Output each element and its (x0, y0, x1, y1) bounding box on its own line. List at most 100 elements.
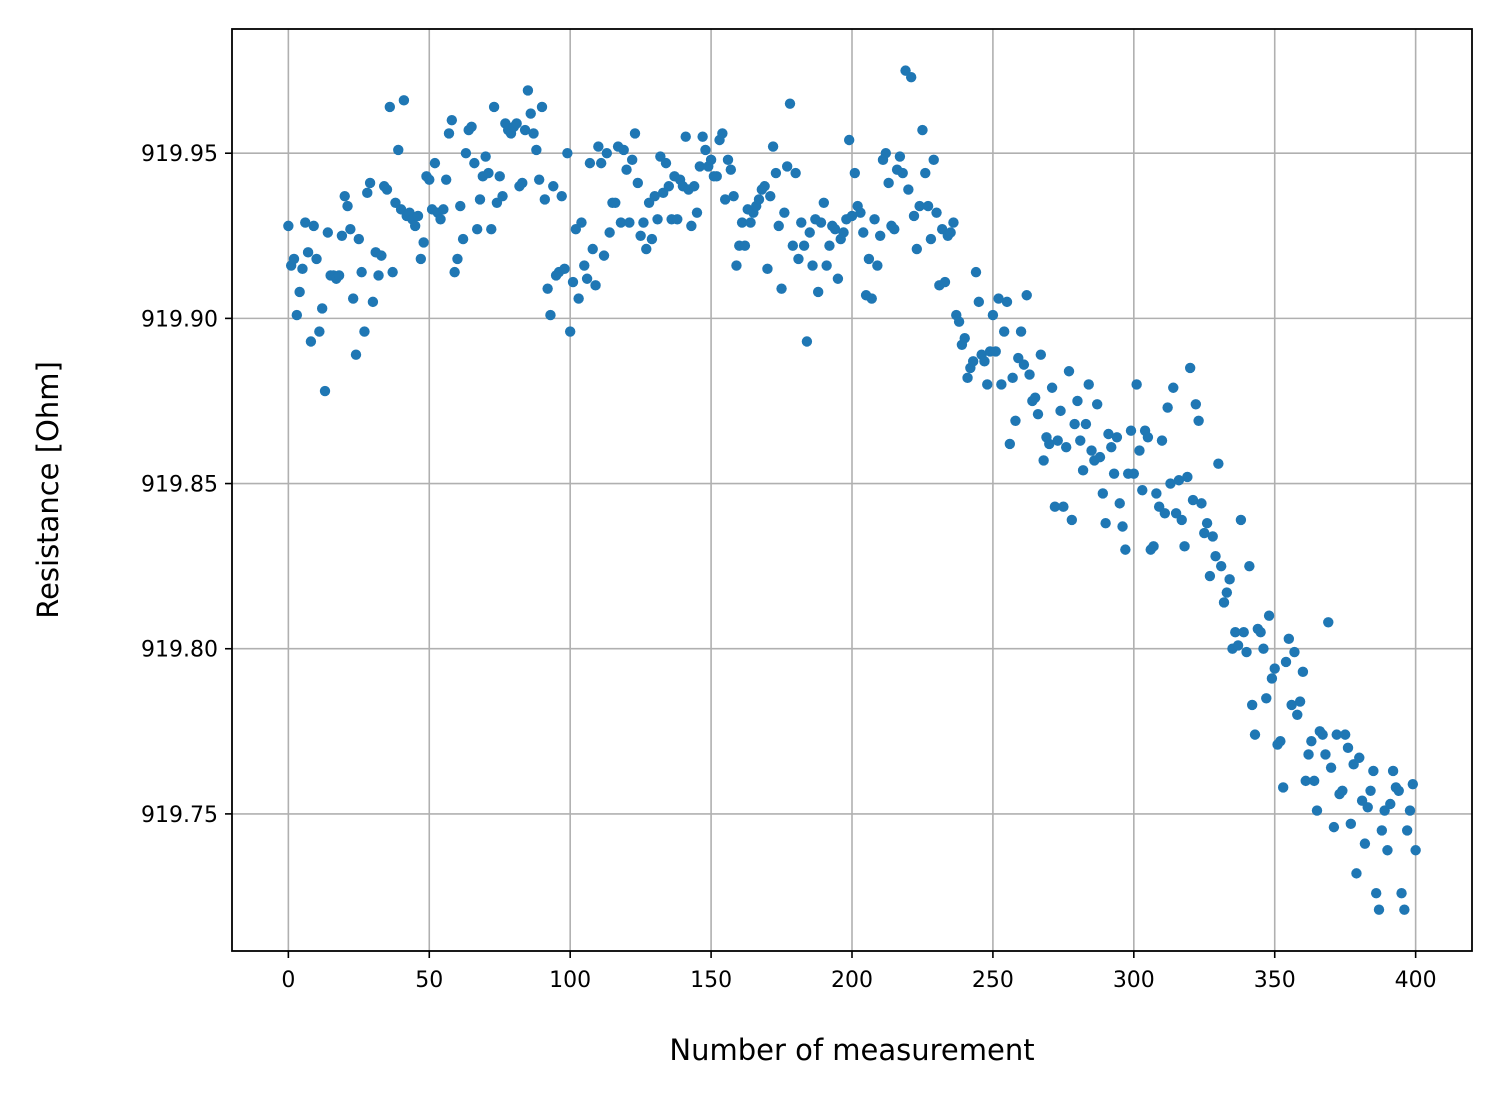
data-point (548, 181, 559, 192)
data-point (353, 233, 365, 245)
data-point (728, 190, 739, 202)
data-point (311, 253, 322, 265)
data-point (1368, 765, 1379, 777)
data-point (362, 187, 373, 199)
data-point (759, 181, 770, 192)
data-point (1396, 887, 1407, 899)
data-point (883, 177, 894, 189)
data-point (1162, 402, 1173, 413)
data-point (967, 356, 979, 367)
y-tick-label: 919.90 (141, 307, 218, 332)
data-point (866, 293, 877, 304)
data-point (1010, 415, 1021, 426)
data-point (1021, 290, 1032, 301)
data-point (1292, 709, 1303, 721)
data-point (1060, 442, 1072, 453)
data-point (1201, 517, 1213, 529)
data-point (773, 220, 784, 232)
data-point (536, 101, 548, 113)
data-point (1156, 435, 1168, 446)
data-point (471, 223, 483, 235)
data-point (1224, 574, 1235, 585)
data-point (610, 197, 621, 208)
data-point (979, 356, 990, 367)
data-point (1055, 405, 1066, 417)
data-point (424, 174, 435, 185)
data-point (1066, 514, 1078, 526)
data-point (691, 207, 703, 218)
data-point (556, 190, 567, 202)
data-point (849, 167, 861, 179)
data-point (889, 223, 900, 235)
data-point (1382, 845, 1393, 856)
data-point (1072, 395, 1083, 407)
data-point (663, 181, 675, 192)
data-point (1086, 445, 1097, 456)
data-point (1024, 369, 1035, 380)
data-point (959, 333, 970, 344)
data-point (1159, 508, 1171, 519)
data-point (793, 253, 804, 265)
x-axis-label: Number of measurement (669, 1033, 1034, 1067)
x-tick-label: 250 (972, 968, 1014, 993)
x-tick-label: 200 (831, 968, 873, 993)
data-point (779, 207, 790, 218)
data-point (1320, 749, 1331, 760)
data-point (624, 217, 635, 228)
data-point (1029, 392, 1041, 403)
data-point (672, 214, 683, 225)
data-point (373, 270, 384, 281)
data-point (590, 280, 601, 291)
x-tick-label: 300 (1113, 968, 1155, 993)
data-point (1069, 418, 1080, 430)
data-point (1255, 627, 1266, 638)
data-point (1049, 501, 1061, 512)
data-point (911, 243, 923, 255)
data-point (1263, 610, 1275, 621)
data-point (1148, 541, 1159, 552)
data-point (581, 273, 593, 284)
data-point (931, 207, 942, 218)
data-point (1182, 471, 1193, 483)
data-point (1370, 887, 1382, 899)
data-point (1393, 785, 1404, 796)
data-point (1345, 818, 1357, 830)
data-point (1046, 382, 1058, 393)
data-point (308, 220, 319, 232)
data-point (1004, 438, 1016, 450)
data-point (1269, 663, 1280, 674)
data-point (1038, 455, 1049, 466)
data-point (917, 124, 928, 136)
data-point (1399, 904, 1410, 915)
data-point (466, 121, 477, 132)
data-point (342, 200, 353, 212)
y-tick-label: 919.95 (141, 142, 218, 167)
data-point (1210, 551, 1221, 562)
data-point (945, 227, 956, 238)
data-point (347, 293, 359, 304)
data-point (288, 253, 300, 265)
data-point (539, 194, 551, 205)
data-point (1280, 656, 1292, 668)
data-point (409, 220, 421, 232)
data-point (832, 273, 844, 284)
data-point (604, 227, 615, 238)
data-point (1106, 442, 1117, 453)
data-point (998, 326, 1010, 337)
data-point (1221, 587, 1233, 598)
data-point (1266, 673, 1278, 684)
data-point (1232, 640, 1244, 651)
data-point (469, 157, 480, 169)
data-point (1238, 627, 1249, 638)
data-point (953, 316, 965, 327)
data-point (1328, 821, 1340, 833)
x-tick-label: 400 (1395, 968, 1437, 993)
data-point (1075, 435, 1086, 446)
data-point (1258, 643, 1269, 654)
y-tick-label: 919.75 (141, 803, 218, 828)
data-point (987, 309, 999, 321)
data-point (446, 114, 458, 126)
data-point (305, 336, 317, 347)
data-point (894, 151, 906, 162)
data-point (297, 263, 308, 275)
